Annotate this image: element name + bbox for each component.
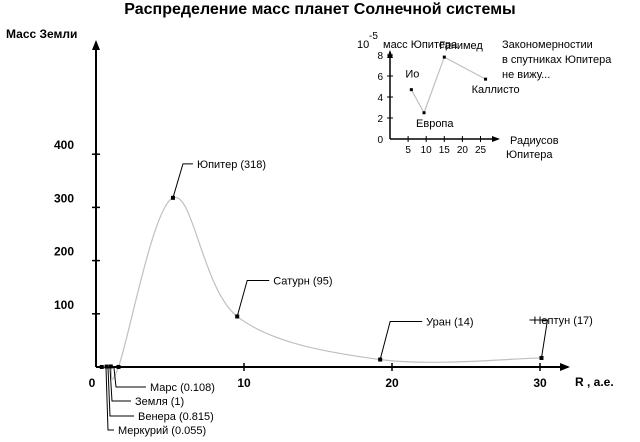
inset-y-axis-arrow: [387, 50, 393, 58]
y-axis-label: Масс Земли: [6, 27, 77, 41]
planet-7-leader: [379, 321, 423, 360]
inset-y-tick-label: 6: [377, 72, 383, 83]
main-chart: Распределение масс планет Солнечной сист…: [6, 1, 614, 437]
inset-y-tick-label: 4: [377, 93, 383, 104]
note-line-2: в спутниках Юпитера: [502, 54, 612, 66]
planet-5-label: Юпитер (318): [197, 159, 266, 171]
inset-y-label-exp: -5: [369, 31, 378, 42]
mass-curve: [101, 197, 542, 380]
planet-4-label: Марс (0.108): [150, 382, 215, 394]
x-tick-label: 30: [533, 376, 547, 390]
x-tick-label: 20: [385, 376, 399, 390]
moon-2-marker: [422, 111, 426, 115]
inset-x-tick-label: 5: [405, 145, 411, 156]
planet-1-leader: [105, 367, 114, 431]
inset-x-tick-label: 25: [475, 145, 487, 156]
planet-1-marker: [99, 364, 104, 369]
inset-x-label-line2: Юпитера: [506, 149, 553, 161]
y-tick-label: 400: [54, 138, 74, 152]
inset-y-label-prefix: 10: [357, 39, 369, 51]
note-line-3: не вижу...: [502, 69, 550, 81]
x-axis-arrow: [560, 363, 570, 371]
inset-x-axis-arrow: [492, 136, 500, 142]
moon-4-marker: [484, 77, 488, 81]
inset-y-tick-label: 8: [377, 51, 383, 62]
moon-2-label: Европа: [416, 118, 454, 130]
planet-4-marker: [116, 364, 121, 369]
planet-2-leader: [107, 367, 134, 417]
planet-4-leader: [113, 367, 146, 388]
moon-4-label: Каллисто: [472, 84, 520, 96]
inset-x-label-line1: Радиусов: [510, 135, 559, 147]
planet-8-leader: [529, 319, 549, 359]
planet-2-marker: [104, 364, 109, 369]
planet-8-label: Нептун (17): [533, 315, 592, 327]
planet-1-label: Меркурий (0.055): [118, 425, 206, 437]
inset-y-tick-label: 2: [377, 114, 383, 125]
moon-1-label: Ио: [405, 69, 419, 81]
x-tick-label: 0: [89, 376, 96, 390]
moons-curve: [410, 56, 486, 115]
planet-7-label: Уран (14): [426, 317, 473, 329]
y-tick-label: 300: [54, 191, 74, 205]
inset-x-tick-label: 10: [421, 145, 433, 156]
planet-6-leader: [236, 279, 270, 317]
moon-3-label: Ганимед: [439, 40, 483, 52]
planet-5-leader: [172, 163, 193, 198]
inset-x-tick-label: 15: [439, 145, 451, 156]
planet-6-label: Сатурн (95): [273, 275, 332, 287]
planet-3-leader: [109, 367, 131, 402]
planet-2-label: Венера (0.815): [138, 411, 214, 423]
x-tick-label: 10: [237, 376, 251, 390]
chart-title: Распределение масс планет Солнечной сист…: [124, 1, 515, 18]
x-axis-label: R , а.е.: [575, 375, 614, 389]
inset-y-tick-label: 0: [377, 135, 383, 146]
moon-3-marker: [442, 55, 446, 59]
y-tick-label: 200: [54, 245, 74, 259]
moon-1-marker: [409, 88, 413, 92]
planet-3-label: Земля (1): [135, 396, 184, 408]
note-line-1: Закономерностии: [502, 39, 593, 51]
y-tick-label: 100: [54, 298, 74, 312]
inset-x-tick-label: 20: [457, 145, 469, 156]
inset-y-label: масс Юпитера: [383, 39, 458, 51]
planet-3-marker: [108, 364, 113, 369]
y-axis-arrow: [92, 40, 100, 50]
